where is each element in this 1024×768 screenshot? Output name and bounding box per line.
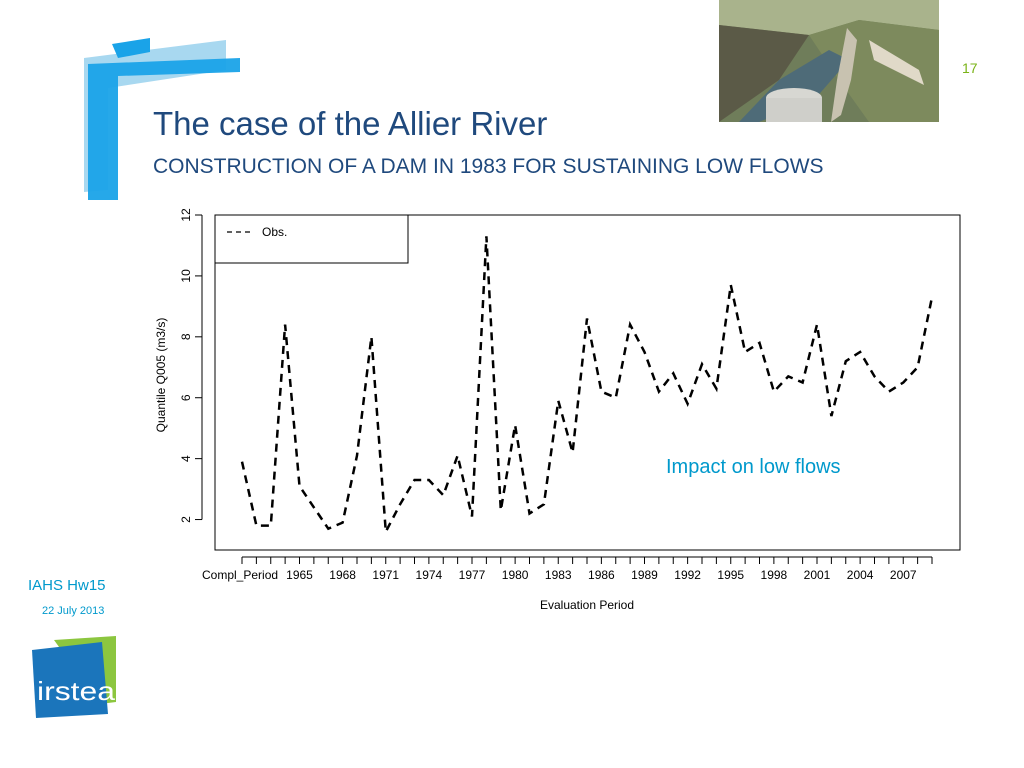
quantile-line-chart: 2 4 6 8 10 12 Compl_Period 1965 1968 1971 1974 197… — [154, 208, 961, 612]
y-tick-label: 12 — [179, 208, 193, 222]
legend-label: Obs. — [262, 225, 287, 239]
x-tick-label: 1974 — [416, 568, 443, 582]
x-tick-label: 2007 — [890, 568, 917, 582]
x-tick-label: 2001 — [804, 568, 831, 582]
legend-box — [214, 214, 409, 264]
x-tick-label: 1995 — [717, 568, 744, 582]
x-tick-label: 1965 — [286, 568, 313, 582]
y-tick-label: 8 — [179, 333, 193, 340]
x-tick-label: 1989 — [631, 568, 658, 582]
impact-annotation: Impact on low flows — [666, 456, 841, 478]
footer-event-title: IAHS Hw15 — [28, 577, 106, 594]
x-tick-label: 1971 — [372, 568, 399, 582]
x-tick-label: 2004 — [847, 568, 874, 582]
corner-bracket-decoration — [84, 38, 240, 200]
plot-frame — [214, 214, 961, 551]
svg-text:irstea: irstea — [37, 676, 116, 706]
legend: Obs. — [214, 214, 409, 264]
y-axis: 2 4 6 8 10 12 — [179, 208, 203, 523]
slide-title: The case of the Allier River — [153, 105, 548, 142]
y-tick-label: 6 — [179, 394, 193, 401]
x-tick-label: 1977 — [459, 568, 486, 582]
x-tick-label: 1998 — [761, 568, 788, 582]
y-tick-label: 10 — [179, 269, 193, 283]
x-tick-label: 1968 — [329, 568, 356, 582]
obs-series-line — [240, 236, 934, 537]
x-axis-title: Evaluation Period — [540, 598, 634, 612]
slide-number: 17 — [962, 60, 978, 76]
irstea-logo: irstea — [30, 636, 120, 720]
slide-subtitle: CONSTRUCTION OF A DAM IN 1983 FOR SUSTAI… — [153, 155, 824, 178]
x-tick-label: Compl_Period — [202, 568, 278, 582]
y-tick-label: 4 — [179, 455, 193, 462]
x-tick-label: 1983 — [545, 568, 572, 582]
y-axis-title: Quantile Q005 (m3/s) — [154, 318, 168, 433]
footer-date: 22 July 2013 — [42, 605, 105, 617]
x-tick-label: 1986 — [588, 568, 615, 582]
x-axis: Compl_Period 1965 1968 1971 1974 1977 1980 1983… — [202, 556, 933, 582]
dam-landscape-photo — [719, 0, 939, 122]
x-tick-label: 1980 — [502, 568, 529, 582]
x-tick-label: 1992 — [674, 568, 701, 582]
y-tick-label: 2 — [179, 516, 193, 523]
